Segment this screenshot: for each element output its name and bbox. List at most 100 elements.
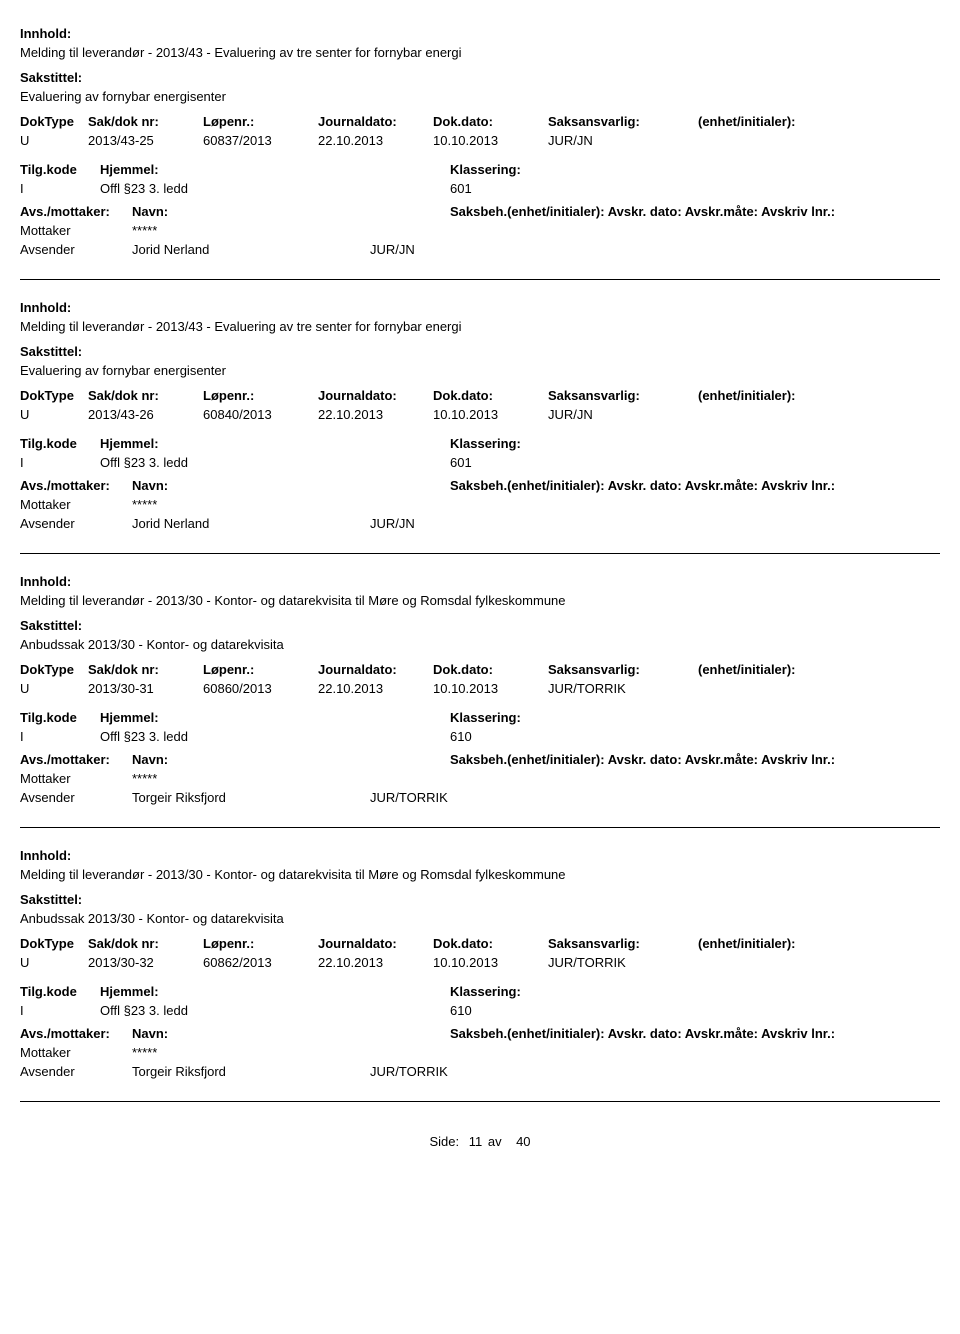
page-total: 40 (516, 1134, 530, 1149)
hdr-sakdok: Sak/dok nr: (88, 388, 203, 403)
hdr-hjemmel: Hjemmel: (100, 710, 159, 725)
hdr-saksbeh: Saksbeh.(enhet/initialer): Avskr. dato: … (450, 204, 835, 219)
innhold-text: Melding til leverandør - 2013/30 - Konto… (20, 867, 940, 882)
label-mottaker: Mottaker (20, 497, 132, 512)
val-dokdato: 10.10.2013 (433, 955, 548, 970)
hdr-enhet: (enhet/initialer): (698, 114, 848, 129)
hdr-sakdok: Sak/dok nr: (88, 662, 203, 677)
val-tilgkode: I (20, 729, 100, 744)
val-mottaker: ***** (132, 771, 370, 786)
val-saksansvarlig: JUR/TORRIK (548, 681, 698, 696)
innhold-text: Melding til leverandør - 2013/43 - Evalu… (20, 45, 940, 60)
hdr-doktype: DokType (20, 114, 88, 129)
hdr-klassering: Klassering: (450, 984, 521, 999)
hdr-dokdato: Dok.dato: (433, 936, 548, 951)
hdr-dokdato: Dok.dato: (433, 388, 548, 403)
page-current: 11 (469, 1134, 483, 1149)
val-doktype: U (20, 955, 88, 970)
hdr-navn: Navn: (132, 1026, 450, 1041)
sakstittel-label: Sakstittel: (20, 892, 940, 907)
hdr-lopenr: Løpenr.: (203, 936, 318, 951)
hdr-enhet: (enhet/initialer): (698, 388, 848, 403)
hdr-enhet: (enhet/initialer): (698, 936, 848, 951)
val-tilgkode: I (20, 181, 100, 196)
val-sakdok: 2013/30-32 (88, 955, 203, 970)
val-hjemmel: Offl §23 3. ledd (100, 455, 450, 470)
innhold-label: Innhold: (20, 848, 940, 863)
val-journaldato: 22.10.2013 (318, 955, 433, 970)
val-dokdato: 10.10.2013 (433, 133, 548, 148)
hdr-klassering: Klassering: (450, 436, 521, 451)
journal-entry: Innhold: Melding til leverandør - 2013/3… (20, 560, 940, 828)
val-tilgkode: I (20, 455, 100, 470)
innhold-label: Innhold: (20, 26, 940, 41)
val-hjemmel: Offl §23 3. ledd (100, 1003, 450, 1018)
hdr-lopenr: Løpenr.: (203, 114, 318, 129)
hdr-avsmottaker: Avs./mottaker: (20, 204, 132, 219)
hdr-saksbeh: Saksbeh.(enhet/initialer): Avskr. dato: … (450, 752, 835, 767)
page-footer: Side: 11 av 40 (20, 1134, 940, 1149)
val-avsender: Torgeir Riksfjord (132, 790, 370, 805)
hdr-tilgkode: Tilg.kode (20, 436, 100, 451)
val-sakdok: 2013/43-26 (88, 407, 203, 422)
sakstittel-text: Evaluering av fornybar energisenter (20, 89, 940, 104)
innhold-text: Melding til leverandør - 2013/30 - Konto… (20, 593, 940, 608)
label-avsender: Avsender (20, 516, 132, 531)
side-label: Side: (429, 1134, 459, 1149)
val-klassering: 601 (450, 455, 472, 470)
val-journaldato: 22.10.2013 (318, 133, 433, 148)
val-lopenr: 60862/2013 (203, 955, 318, 970)
hdr-saksansvarlig: Saksansvarlig: (548, 662, 698, 677)
hdr-tilgkode: Tilg.kode (20, 710, 100, 725)
hdr-saksbeh: Saksbeh.(enhet/initialer): Avskr. dato: … (450, 1026, 835, 1041)
hdr-journaldato: Journaldato: (318, 662, 433, 677)
hdr-sakdok: Sak/dok nr: (88, 114, 203, 129)
hdr-doktype: DokType (20, 662, 88, 677)
label-mottaker: Mottaker (20, 223, 132, 238)
hdr-saksansvarlig: Saksansvarlig: (548, 114, 698, 129)
page-av: av (488, 1134, 502, 1149)
val-sakdok: 2013/30-31 (88, 681, 203, 696)
entries-container: Innhold: Melding til leverandør - 2013/4… (20, 12, 940, 1102)
val-tilgkode: I (20, 1003, 100, 1018)
label-avsender: Avsender (20, 1064, 132, 1079)
val-avsender-code: JUR/TORRIK (370, 1064, 448, 1079)
val-doktype: U (20, 133, 88, 148)
innhold-label: Innhold: (20, 574, 940, 589)
hdr-navn: Navn: (132, 204, 450, 219)
hdr-sakdok: Sak/dok nr: (88, 936, 203, 951)
hdr-saksansvarlig: Saksansvarlig: (548, 388, 698, 403)
val-hjemmel: Offl §23 3. ledd (100, 729, 450, 744)
hdr-journaldato: Journaldato: (318, 388, 433, 403)
val-lopenr: 60860/2013 (203, 681, 318, 696)
val-saksansvarlig: JUR/TORRIK (548, 955, 698, 970)
journal-entry: Innhold: Melding til leverandør - 2013/3… (20, 834, 940, 1102)
val-dokdato: 10.10.2013 (433, 407, 548, 422)
hdr-avsmottaker: Avs./mottaker: (20, 752, 132, 767)
hdr-lopenr: Løpenr.: (203, 388, 318, 403)
hdr-saksbeh: Saksbeh.(enhet/initialer): Avskr. dato: … (450, 478, 835, 493)
hdr-enhet: (enhet/initialer): (698, 662, 848, 677)
val-avsender: Torgeir Riksfjord (132, 1064, 370, 1079)
label-avsender: Avsender (20, 242, 132, 257)
hdr-journaldato: Journaldato: (318, 114, 433, 129)
hdr-avsmottaker: Avs./mottaker: (20, 1026, 132, 1041)
val-doktype: U (20, 681, 88, 696)
val-avsender: Jorid Nerland (132, 516, 370, 531)
hdr-doktype: DokType (20, 936, 88, 951)
hdr-dokdato: Dok.dato: (433, 114, 548, 129)
val-klassering: 610 (450, 1003, 472, 1018)
hdr-avsmottaker: Avs./mottaker: (20, 478, 132, 493)
val-mottaker: ***** (132, 497, 370, 512)
sakstittel-text: Anbudssak 2013/30 - Kontor- og datarekvi… (20, 637, 940, 652)
val-journaldato: 22.10.2013 (318, 407, 433, 422)
label-avsender: Avsender (20, 790, 132, 805)
sakstittel-label: Sakstittel: (20, 344, 940, 359)
val-saksansvarlig: JUR/JN (548, 407, 698, 422)
hdr-navn: Navn: (132, 752, 450, 767)
val-avsender: Jorid Nerland (132, 242, 370, 257)
label-mottaker: Mottaker (20, 771, 132, 786)
hdr-tilgkode: Tilg.kode (20, 162, 100, 177)
hdr-klassering: Klassering: (450, 710, 521, 725)
val-klassering: 601 (450, 181, 472, 196)
